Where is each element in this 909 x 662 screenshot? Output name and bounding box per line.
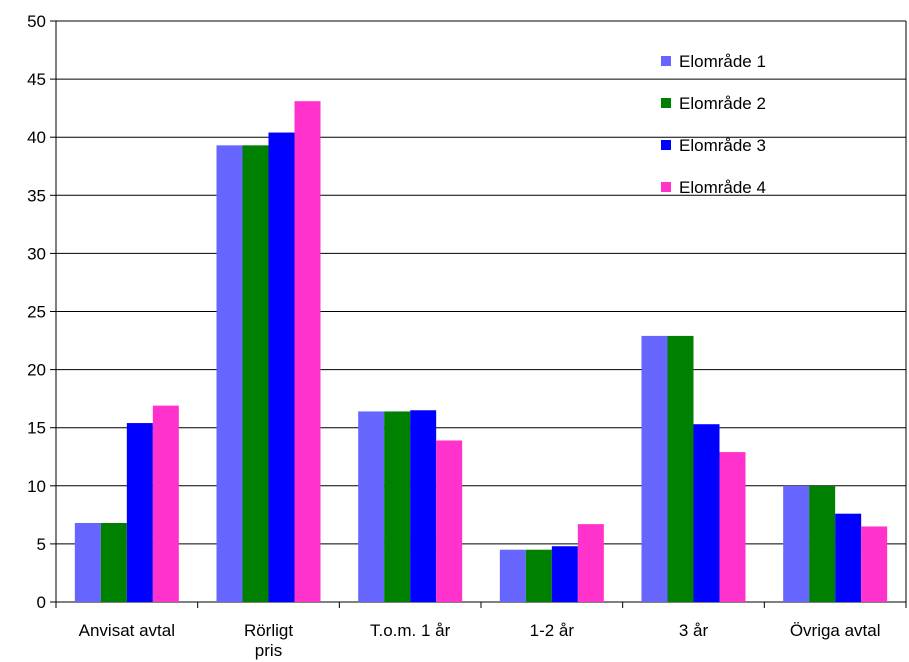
y-tick-label: 50 — [27, 12, 46, 31]
bar — [126, 423, 153, 602]
x-tick-label: Anvisat avtal — [79, 621, 175, 640]
bar — [436, 440, 463, 602]
bar — [268, 132, 295, 602]
x-tick-label: 3 år — [679, 621, 709, 640]
y-tick-label: 5 — [37, 535, 46, 554]
x-tick-label: 1-2 år — [530, 621, 575, 640]
bar — [667, 335, 694, 602]
y-tick-label: 40 — [27, 128, 46, 147]
legend: Elområde 1 Elområde 2 Elområde 3 Elområde 4 — [661, 52, 766, 197]
y-tick-label: 20 — [27, 361, 46, 380]
y-tick-label: 15 — [27, 419, 46, 438]
gridlines — [56, 20, 906, 545]
bar — [835, 513, 862, 602]
y-tick-label: 35 — [27, 186, 46, 205]
legend-swatch — [661, 56, 671, 66]
bar — [641, 335, 668, 602]
bar — [410, 410, 437, 602]
bar — [719, 452, 746, 602]
y-tick-label: 10 — [27, 477, 46, 496]
legend-swatch — [661, 98, 671, 108]
bar — [74, 522, 101, 602]
legend-label: Elområde 1 — [679, 52, 766, 71]
bars — [74, 101, 888, 603]
bar — [861, 526, 888, 602]
bar — [809, 485, 836, 602]
bar — [294, 101, 321, 602]
y-tick-label: 30 — [27, 244, 46, 263]
bar — [499, 549, 526, 602]
axes — [50, 20, 907, 608]
bar — [100, 522, 127, 602]
x-tick-label: T.o.m. 1 år — [370, 621, 451, 640]
bar — [525, 549, 552, 602]
legend-label: Elområde 2 — [679, 94, 766, 113]
legend-swatch — [661, 140, 671, 150]
bar — [693, 424, 720, 602]
bar — [551, 546, 578, 602]
bar — [577, 524, 604, 602]
bar — [152, 405, 179, 602]
labels: 0 5 10 15 20 25 30 35 40 45 50 Anvisat avtal Rörligt… — [27, 12, 880, 660]
x-tick-label: Rörligt pris — [244, 621, 293, 660]
bar — [216, 145, 243, 603]
y-tick-label: 0 — [37, 593, 46, 612]
x-tick-label: Övriga avtal — [790, 621, 881, 640]
y-tick-label: 25 — [27, 303, 46, 322]
y-tick-label: 45 — [27, 70, 46, 89]
bar — [783, 485, 810, 602]
legend-label: Elområde 4 — [679, 178, 766, 197]
legend-swatch — [661, 182, 671, 192]
bar — [358, 411, 385, 602]
legend-label: Elområde 3 — [679, 136, 766, 155]
bar — [242, 145, 269, 603]
bar — [384, 411, 411, 602]
